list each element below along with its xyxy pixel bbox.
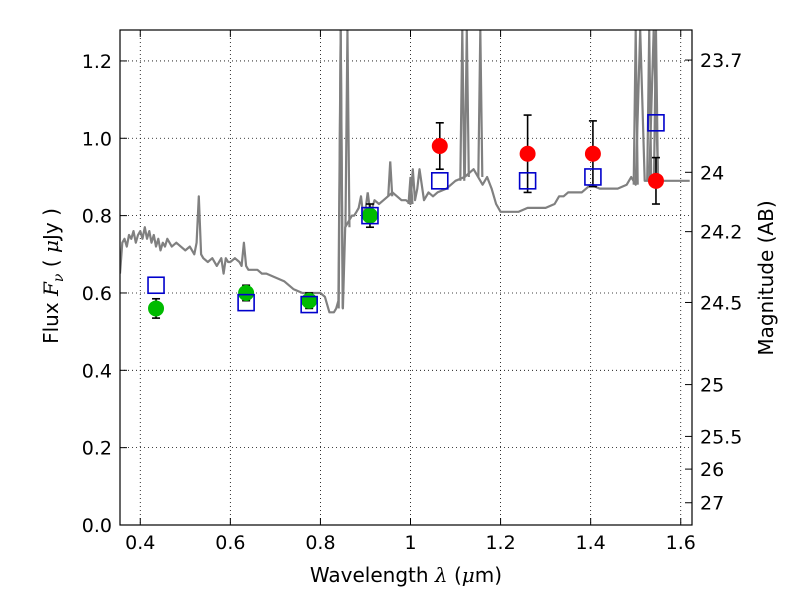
x-tick-label: 0.6: [215, 532, 245, 554]
y2-tick-label: 25: [700, 375, 724, 397]
emission-line-spike: [463, 30, 470, 177]
y2-tick-label: 26: [700, 459, 724, 481]
y2-tick-label: 24.5: [700, 292, 742, 314]
model-photometry-square: [518, 172, 537, 190]
x-tick-label: 1.2: [485, 532, 515, 554]
observed-point-red: [431, 138, 448, 155]
emission-line-spike: [337, 30, 344, 309]
y2-axis-label: Magnitude (AB): [754, 200, 778, 355]
model-photometry-square: [430, 172, 449, 190]
plot-area: [120, 30, 690, 319]
y2-tick-label: 24.2: [700, 222, 742, 244]
y-tick-label: 1.2: [82, 51, 112, 73]
emission-line-spike: [344, 30, 351, 228]
y-tick-label: 1.0: [82, 128, 112, 150]
emission-line-spike: [632, 30, 639, 185]
y2-tick-label: 23.7: [700, 50, 742, 72]
x-axis-label: Wavelength λ (μm): [310, 563, 502, 587]
emission-line-spike: [407, 176, 414, 205]
y-tick-label: 0.4: [82, 360, 112, 382]
y2-tick-label: 25.5: [700, 426, 742, 448]
y-axis-label: Flux Fν ( μJy ): [39, 208, 67, 344]
model-photometry-square: [300, 295, 318, 314]
grid: [120, 30, 692, 526]
y2-tick-label: 24: [700, 162, 724, 184]
emission-line-spike: [387, 161, 394, 197]
x-tick-label: 0.4: [125, 532, 155, 554]
y-tick-label: 0.6: [82, 283, 112, 305]
model-spectrum-line: [120, 30, 690, 314]
observed-point-red: [519, 145, 536, 162]
emission-line-spike: [364, 192, 371, 209]
x-tick-label: 1.4: [576, 532, 606, 554]
model-photometry-square: [361, 206, 379, 225]
x-tick-label: 1.6: [666, 532, 696, 554]
y-tick-label: 0.8: [82, 206, 112, 228]
observed-point-red: [584, 145, 601, 162]
observed-point-green: [238, 284, 255, 301]
model-photometry-square: [237, 293, 255, 312]
observed-point-green: [301, 292, 318, 309]
y2-tick-label: 27: [700, 493, 724, 515]
observed-point-green: [148, 300, 165, 317]
emission-line-spike: [477, 30, 484, 177]
observed-point-red: [647, 172, 664, 189]
model-photometry-square: [147, 276, 165, 295]
observed-point-green: [361, 207, 378, 224]
y-tick-label: 0.2: [82, 438, 112, 460]
y-tick-label: 0.0: [82, 515, 112, 537]
axis-ticks: 0.4 0.6 0.8 1 1.2 1.4 1.6 0.0 0.2 0.4 0.6 0.8 1.0 1.2…: [82, 30, 742, 554]
model-photometry-square: [647, 114, 665, 132]
plot-frame: [119, 29, 693, 526]
emission-line-spike: [459, 30, 466, 181]
x-tick-label: 0.8: [305, 532, 335, 554]
model-photometry-square: [584, 168, 602, 186]
x-tick-label: 1: [404, 532, 416, 554]
